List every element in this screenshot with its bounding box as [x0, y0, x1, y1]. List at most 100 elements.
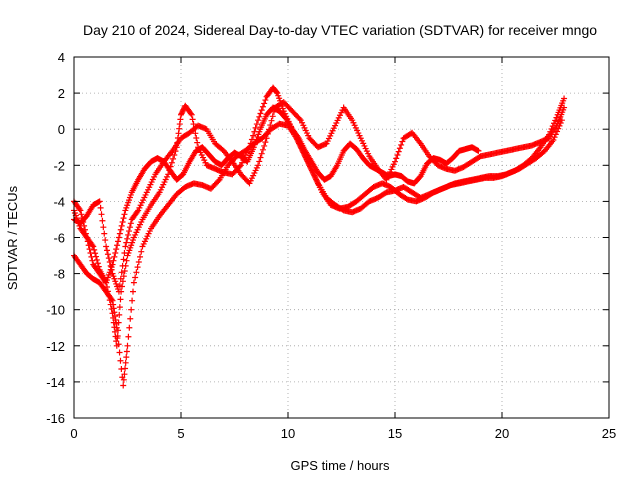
data-point — [256, 113, 263, 120]
data-point — [86, 246, 93, 253]
data-point — [112, 249, 119, 256]
data-point — [252, 124, 259, 131]
data-point — [129, 297, 136, 304]
data-point — [113, 246, 120, 253]
data-point — [268, 117, 275, 124]
data-point — [89, 257, 96, 264]
series-track-2 — [71, 117, 565, 389]
data-point — [133, 269, 140, 276]
data-point — [396, 145, 403, 152]
data-point — [258, 150, 265, 157]
x-tick-label: 5 — [177, 426, 184, 441]
x-tick-label: 20 — [495, 426, 509, 441]
x-tick-label: 25 — [602, 426, 616, 441]
data-point — [264, 130, 271, 137]
data-point — [122, 243, 129, 250]
data-point — [124, 342, 131, 349]
data-point — [112, 317, 119, 324]
data-point — [255, 117, 262, 124]
data-point — [120, 382, 127, 389]
data-point — [398, 141, 405, 148]
data-point — [127, 220, 134, 227]
data-point — [138, 248, 145, 255]
data-point — [104, 247, 111, 254]
data-point — [116, 230, 123, 237]
data-point — [85, 242, 92, 249]
data-point — [99, 217, 106, 224]
x-tick-label: 10 — [281, 426, 295, 441]
data-point — [77, 207, 84, 214]
data-point — [187, 110, 194, 117]
data-point — [395, 148, 402, 155]
data-point — [392, 158, 398, 165]
data-point — [115, 234, 122, 241]
data-point — [111, 309, 118, 316]
data-point — [269, 113, 276, 120]
data-point — [259, 103, 266, 110]
data-point — [176, 125, 183, 132]
data-point — [123, 257, 130, 264]
data-point — [127, 315, 134, 322]
data-point — [267, 122, 274, 129]
data-point — [117, 275, 124, 282]
data-point — [261, 142, 268, 149]
x-tick-label: 0 — [70, 426, 77, 441]
data-point — [193, 134, 200, 141]
data-point — [171, 151, 178, 158]
data-point — [125, 231, 132, 238]
data-point — [552, 117, 559, 124]
data-point — [126, 224, 133, 231]
data-point — [134, 264, 141, 271]
data-point — [263, 135, 270, 142]
data-point — [109, 261, 116, 268]
data-point — [91, 246, 98, 253]
data-markers — [71, 84, 568, 389]
data-point — [105, 255, 112, 262]
data-point — [82, 226, 89, 233]
data-point — [117, 226, 124, 233]
data-point — [130, 288, 137, 295]
data-point — [128, 306, 135, 313]
y-tick-label: -12 — [46, 339, 65, 354]
y-axis-label: SDTVAR / TECUs — [5, 185, 20, 290]
y-tick-label: -14 — [46, 375, 65, 390]
x-tick-label: 15 — [388, 426, 402, 441]
data-point — [109, 297, 116, 304]
data-point — [101, 230, 108, 237]
data-point — [116, 311, 123, 318]
data-point — [102, 237, 109, 244]
data-point — [253, 121, 260, 128]
data-point — [115, 288, 122, 295]
data-point — [121, 371, 128, 378]
y-tick-label: 4 — [58, 50, 65, 65]
data-point — [81, 222, 88, 229]
data-point — [98, 211, 105, 218]
data-point — [394, 151, 401, 158]
data-point — [123, 239, 130, 246]
data-point — [175, 130, 182, 137]
data-point — [90, 243, 97, 250]
data-point — [134, 208, 141, 215]
axes: 0 5 10 15 20 25 -16 -14 -12 -10 -8 -6 -4 -2 0 2 4 — [46, 50, 616, 441]
data-point — [192, 130, 199, 137]
data-point — [110, 257, 117, 264]
data-point — [273, 89, 280, 96]
data-point — [399, 138, 406, 145]
data-point — [551, 134, 558, 141]
data-point — [111, 253, 118, 260]
data-point — [561, 104, 568, 111]
data-point — [550, 137, 557, 144]
data-point — [76, 206, 83, 213]
data-point — [126, 324, 133, 331]
data-point — [96, 198, 103, 205]
data-point — [88, 253, 95, 260]
data-point — [80, 219, 87, 226]
data-point — [296, 115, 303, 122]
data-point — [113, 324, 120, 331]
data-point — [116, 304, 123, 311]
data-point — [255, 162, 262, 169]
data-point — [115, 238, 122, 245]
data-point — [116, 282, 123, 289]
data-point — [103, 243, 110, 250]
data-point — [111, 313, 118, 320]
